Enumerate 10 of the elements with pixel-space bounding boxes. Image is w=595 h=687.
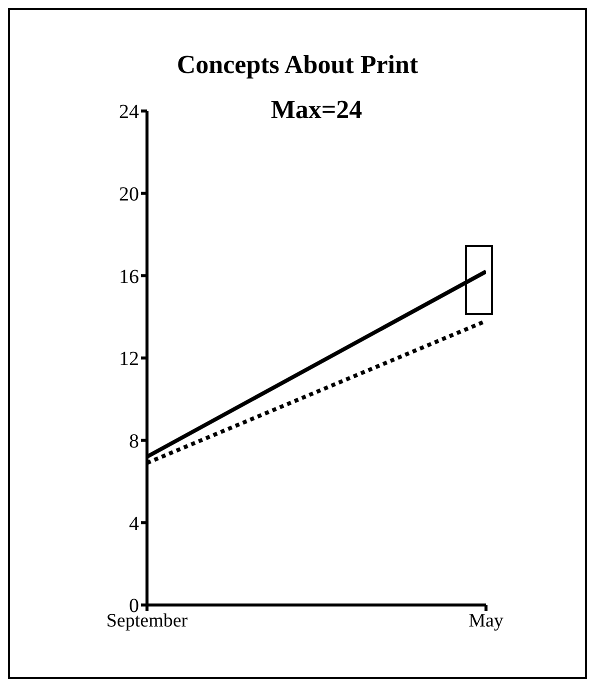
x-tick-label: May (468, 610, 504, 632)
y-tick-label: 16 (119, 266, 139, 288)
y-tick-label: 12 (119, 348, 139, 370)
y-tick-label: 8 (129, 430, 139, 452)
y-tick-label: 0 (129, 595, 139, 618)
y-tick-label: 4 (129, 512, 139, 535)
chart-title: Concepts About Print (176, 50, 420, 80)
y-tick-label: 20 (119, 183, 139, 206)
y-tick-label: 24 (119, 101, 139, 124)
chart-subtitle: Max=24 (270, 95, 364, 125)
